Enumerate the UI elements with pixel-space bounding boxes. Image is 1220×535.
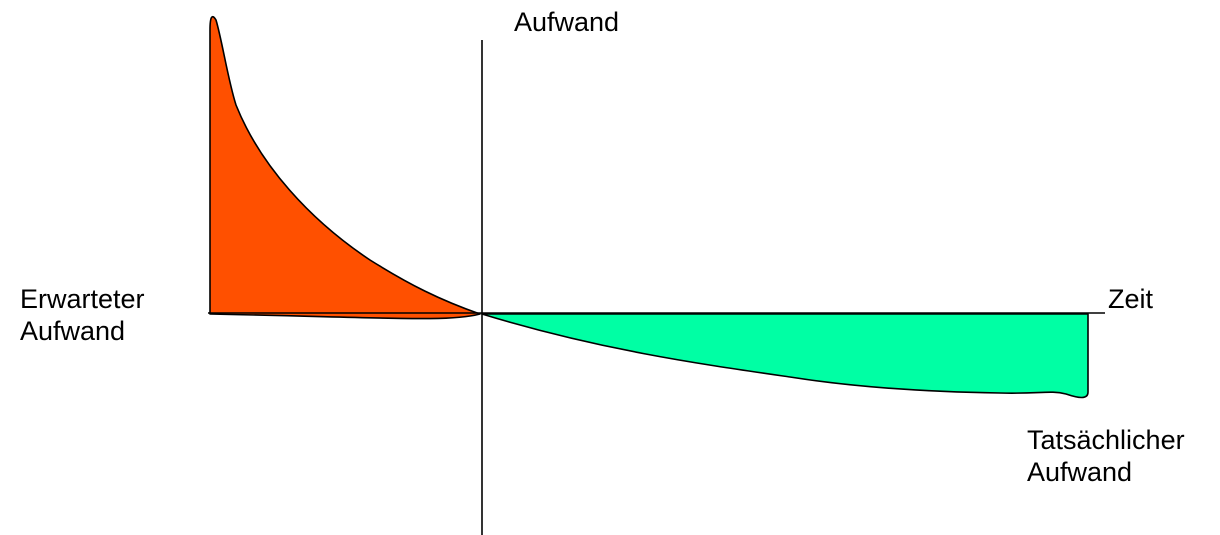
actual-effort-area xyxy=(481,313,1089,399)
expected-effort-label-line2: Aufwand xyxy=(20,316,126,346)
expected-effort-area xyxy=(209,15,481,320)
y-axis-label: Aufwand xyxy=(514,7,620,37)
expected-effort-label-line1: Erwarteter xyxy=(20,284,145,314)
x-axis-label: Zeit xyxy=(1108,284,1154,314)
actual-effort-label: Tatsächlicher Aufwand xyxy=(1027,424,1185,488)
actual-effort-label-line1: Tatsächlicher xyxy=(1027,425,1185,455)
actual-effort-label-line2: Aufwand xyxy=(1027,457,1133,487)
expected-effort-label: Erwarteter Aufwand xyxy=(20,283,145,347)
